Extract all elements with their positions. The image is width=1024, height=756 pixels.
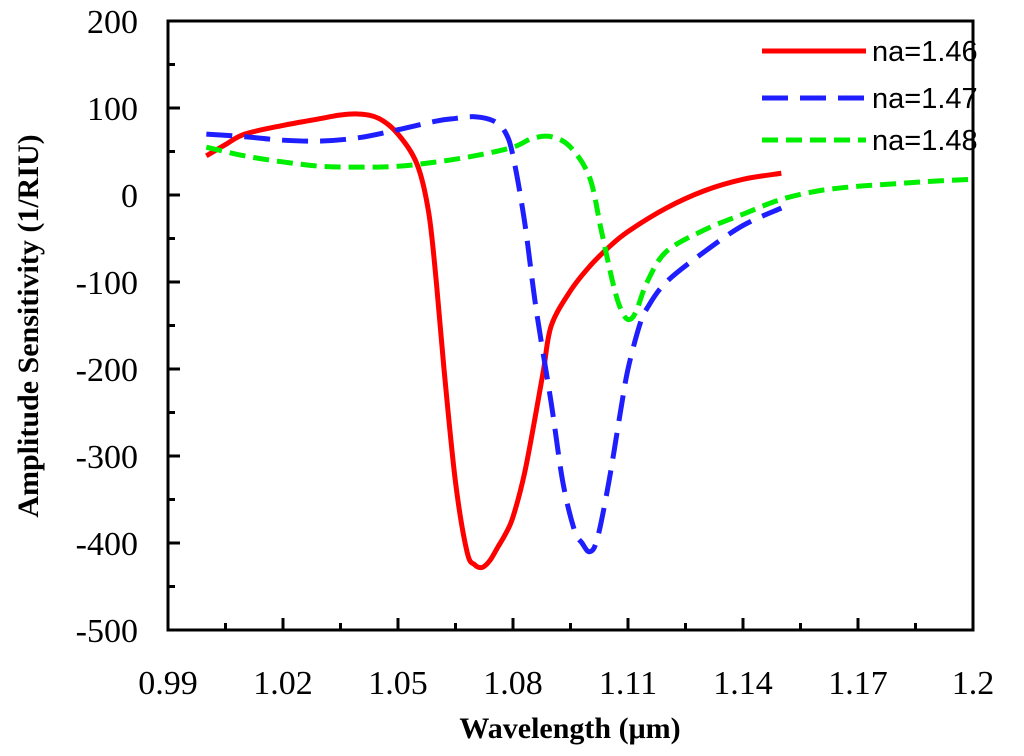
y-tick-label: 200 xyxy=(87,4,138,41)
legend-label: na=1.48 xyxy=(872,125,978,157)
y-tick-label: -200 xyxy=(76,352,138,389)
legend: na=1.46 na=1.47 na=1.48 xyxy=(762,36,978,157)
x-tick-label: 1.11 xyxy=(599,665,657,702)
y-axis-title: Amplitude Sensitivity (1/RIU) xyxy=(12,134,45,517)
x-tick-label: 1.17 xyxy=(828,665,888,702)
series-line-na-1-47 xyxy=(206,114,783,555)
tick-marks xyxy=(166,19,975,632)
x-tick-label: 1.2 xyxy=(952,665,995,702)
y-tick-label: -400 xyxy=(76,526,138,563)
x-tick-label: 1.02 xyxy=(253,665,313,702)
x-tick-label: 1.05 xyxy=(368,665,428,702)
legend-label: na=1.46 xyxy=(872,36,978,68)
series-line-na-1-48 xyxy=(205,133,974,323)
series-line-na-1-46 xyxy=(205,111,782,571)
legend-label: na=1.47 xyxy=(872,83,978,115)
y-tick-labels: 200 100 0 -100 -200 -300 -400 -500 xyxy=(76,4,138,650)
x-tick-label: 1.08 xyxy=(483,665,543,702)
x-axis-title: Wavelength (μm) xyxy=(459,712,680,745)
series-lines xyxy=(205,111,974,571)
y-tick-label: -500 xyxy=(76,613,138,650)
plot-frame xyxy=(166,19,975,632)
y-tick-label: 100 xyxy=(87,91,138,128)
y-tick-label: -300 xyxy=(76,439,138,476)
y-tick-label: -100 xyxy=(76,265,138,302)
x-tick-labels: 0.99 1.02 1.05 1.08 1.11 1.14 1.17 1.2 xyxy=(138,665,994,702)
y-tick-label: 0 xyxy=(121,178,138,215)
x-tick-label: 0.99 xyxy=(138,665,198,702)
x-tick-label: 1.14 xyxy=(713,665,773,702)
